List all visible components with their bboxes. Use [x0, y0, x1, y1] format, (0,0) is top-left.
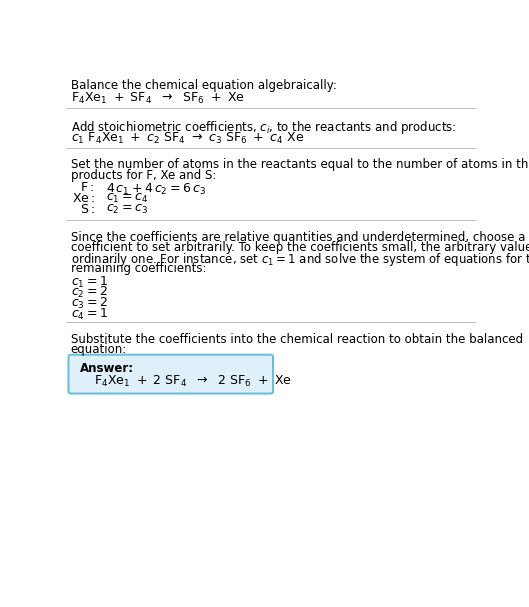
Text: products for F, Xe and S:: products for F, Xe and S: — [71, 169, 216, 181]
Text: Substitute the coefficients into the chemical reaction to obtain the balanced: Substitute the coefficients into the che… — [71, 333, 523, 346]
Text: equation:: equation: — [71, 344, 127, 356]
Text: $c_4 = 1$: $c_4 = 1$ — [71, 307, 108, 322]
Text: ordinarily one. For instance, set $c_1 = 1$ and solve the system of equations fo: ordinarily one. For instance, set $c_1 =… — [71, 251, 529, 268]
Text: $\mathrm{S:}$: $\mathrm{S:}$ — [80, 203, 95, 216]
Text: $c_1\ \mathregular{F_4Xe_1}\ +\ c_2\ \mathregular{SF_4}\ \rightarrow\ c_3\ \math: $c_1\ \mathregular{F_4Xe_1}\ +\ c_2\ \ma… — [71, 131, 304, 146]
Text: Answer:: Answer: — [80, 362, 134, 375]
Text: $c_2 = 2$: $c_2 = 2$ — [71, 285, 107, 300]
Text: $\mathregular{F_4Xe_1}$$\ +\ \mathregular{SF_4}$$\ \ \rightarrow\ \ $$\mathregul: $\mathregular{F_4Xe_1}$$\ +\ \mathregula… — [71, 91, 245, 106]
Text: remaining coefficients:: remaining coefficients: — [71, 262, 206, 275]
Text: coefficient to set arbitrarily. To keep the coefficients small, the arbitrary va: coefficient to set arbitrarily. To keep … — [71, 241, 529, 254]
Text: $c_2 = c_3$: $c_2 = c_3$ — [106, 203, 148, 216]
Text: Balance the chemical equation algebraically:: Balance the chemical equation algebraica… — [71, 79, 336, 92]
Text: $\mathrm{Xe:}$: $\mathrm{Xe:}$ — [72, 192, 96, 205]
Text: $\mathregular{F_4Xe_1}\ +\ 2\ \mathregular{SF_4}$$\ \ \rightarrow\ \ $$2\ \mathr: $\mathregular{F_4Xe_1}\ +\ 2\ \mathregul… — [94, 375, 292, 390]
Text: $c_3 = 2$: $c_3 = 2$ — [71, 296, 107, 311]
Text: Since the coefficients are relative quantities and underdetermined, choose a: Since the coefficients are relative quan… — [71, 231, 525, 243]
Text: Set the number of atoms in the reactants equal to the number of atoms in the: Set the number of atoms in the reactants… — [71, 158, 529, 171]
FancyBboxPatch shape — [68, 354, 273, 393]
Text: Add stoichiometric coefficients, $c_i$, to the reactants and products:: Add stoichiometric coefficients, $c_i$, … — [71, 118, 456, 135]
Text: $c_1 = 1$: $c_1 = 1$ — [71, 274, 108, 290]
Text: $c_1 = c_4$: $c_1 = c_4$ — [106, 192, 149, 205]
Text: $\mathrm{F:}$: $\mathrm{F:}$ — [80, 181, 95, 194]
Text: $4\,c_1 + 4\,c_2 = 6\,c_3$: $4\,c_1 + 4\,c_2 = 6\,c_3$ — [106, 181, 206, 197]
